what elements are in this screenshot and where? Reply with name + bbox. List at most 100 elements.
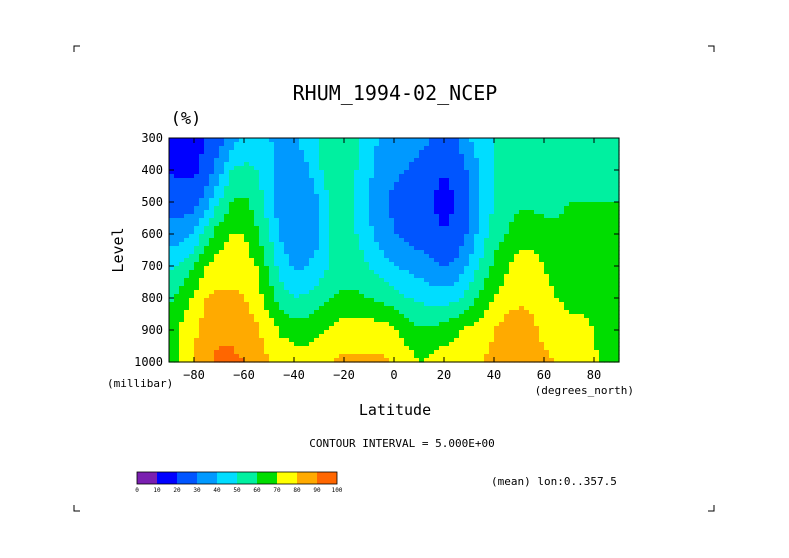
heatmap-cell bbox=[564, 234, 570, 239]
heatmap-cell bbox=[459, 286, 465, 291]
heatmap-cell bbox=[564, 238, 570, 243]
heatmap-cell bbox=[204, 354, 210, 359]
heatmap-cell bbox=[439, 306, 445, 311]
heatmap-cell bbox=[524, 242, 530, 247]
heatmap-cell bbox=[584, 198, 590, 203]
heatmap-cell bbox=[179, 350, 185, 355]
heatmap-cell bbox=[334, 330, 340, 335]
heatmap-cell bbox=[589, 202, 595, 207]
heatmap-cell bbox=[399, 314, 405, 319]
heatmap-cell bbox=[519, 202, 525, 207]
heatmap-cell bbox=[304, 238, 310, 243]
heatmap-cell bbox=[184, 354, 190, 359]
heatmap-cell bbox=[329, 350, 335, 355]
heatmap-cell bbox=[254, 294, 260, 299]
heatmap-cell bbox=[259, 262, 265, 267]
heatmap-cell bbox=[544, 282, 550, 287]
heatmap-cell bbox=[554, 178, 560, 183]
heatmap-cell bbox=[359, 254, 365, 259]
heatmap-cell bbox=[514, 186, 520, 191]
heatmap-cell bbox=[289, 150, 295, 155]
heatmap-cell bbox=[314, 318, 320, 323]
heatmap-cell bbox=[184, 294, 190, 299]
heatmap-cell bbox=[584, 170, 590, 175]
heatmap-cell bbox=[349, 354, 355, 359]
heatmap-cell bbox=[449, 246, 455, 251]
heatmap-cell bbox=[209, 174, 215, 179]
heatmap-cell bbox=[554, 202, 560, 207]
heatmap-cell bbox=[519, 322, 525, 327]
heatmap-cell bbox=[574, 242, 580, 247]
heatmap-cell bbox=[484, 322, 490, 327]
heatmap-cell bbox=[554, 246, 560, 251]
heatmap-cell bbox=[434, 286, 440, 291]
heatmap-cell bbox=[184, 258, 190, 263]
heatmap-cell bbox=[594, 158, 600, 163]
heatmap-cell bbox=[464, 326, 470, 331]
heatmap-cell bbox=[294, 258, 300, 263]
heatmap-cell bbox=[389, 298, 395, 303]
heatmap-cell bbox=[514, 218, 520, 223]
heatmap-cell bbox=[264, 178, 270, 183]
heatmap-cell bbox=[424, 326, 430, 331]
heatmap-cell bbox=[444, 290, 450, 295]
heatmap-cell bbox=[614, 318, 620, 323]
heatmap-cell bbox=[314, 238, 320, 243]
heatmap-cell bbox=[509, 270, 515, 275]
heatmap-cell bbox=[524, 206, 530, 211]
heatmap-cell bbox=[524, 154, 530, 159]
heatmap-cell bbox=[304, 290, 310, 295]
heatmap-cell bbox=[454, 286, 460, 291]
heatmap-cell bbox=[384, 266, 390, 271]
heatmap-cell bbox=[549, 346, 555, 351]
heatmap-cell bbox=[309, 246, 315, 251]
heatmap-cell bbox=[309, 282, 315, 287]
heatmap-cell bbox=[459, 170, 465, 175]
heatmap-cell bbox=[494, 346, 500, 351]
heatmap-cell bbox=[324, 158, 330, 163]
heatmap-cell bbox=[569, 198, 575, 203]
heatmap-cell bbox=[444, 138, 450, 143]
heatmap-cell bbox=[194, 346, 200, 351]
heatmap-cell bbox=[424, 198, 430, 203]
heatmap-cell bbox=[379, 246, 385, 251]
heatmap-cell bbox=[189, 346, 195, 351]
heatmap-cell bbox=[279, 354, 285, 359]
heatmap-cell bbox=[349, 278, 355, 283]
heatmap-cell bbox=[609, 170, 615, 175]
heatmap-cell bbox=[439, 338, 445, 343]
heatmap-cell bbox=[469, 230, 475, 235]
heatmap-cell bbox=[579, 330, 585, 335]
heatmap-cell bbox=[479, 194, 485, 199]
heatmap-cell bbox=[239, 198, 245, 203]
heatmap-cell bbox=[254, 342, 260, 347]
heatmap-cell bbox=[329, 222, 335, 227]
heatmap-cell bbox=[419, 146, 425, 151]
heatmap-cell bbox=[244, 266, 250, 271]
heatmap-cell bbox=[444, 150, 450, 155]
heatmap-cell bbox=[214, 246, 220, 251]
heatmap-cell bbox=[414, 198, 420, 203]
heatmap-cell bbox=[209, 350, 215, 355]
heatmap-cell bbox=[504, 214, 510, 219]
heatmap-cell bbox=[319, 194, 325, 199]
heatmap-cell bbox=[269, 166, 275, 171]
heatmap-cell bbox=[604, 186, 610, 191]
heatmap-cell bbox=[349, 202, 355, 207]
heatmap-cell bbox=[594, 146, 600, 151]
heatmap-cell bbox=[274, 318, 280, 323]
heatmap-cell bbox=[534, 154, 540, 159]
heatmap-cell bbox=[229, 234, 235, 239]
heatmap-cell bbox=[519, 230, 525, 235]
heatmap-cell bbox=[494, 354, 500, 359]
heatmap-cell bbox=[319, 338, 325, 343]
heatmap-cell bbox=[194, 322, 200, 327]
heatmap-cell bbox=[349, 158, 355, 163]
heatmap-cell bbox=[284, 234, 290, 239]
heatmap-cell bbox=[229, 274, 235, 279]
heatmap-cell bbox=[424, 302, 430, 307]
heatmap-cell bbox=[569, 326, 575, 331]
heatmap-cell bbox=[464, 302, 470, 307]
heatmap-cell bbox=[279, 290, 285, 295]
heatmap-cell bbox=[189, 286, 195, 291]
